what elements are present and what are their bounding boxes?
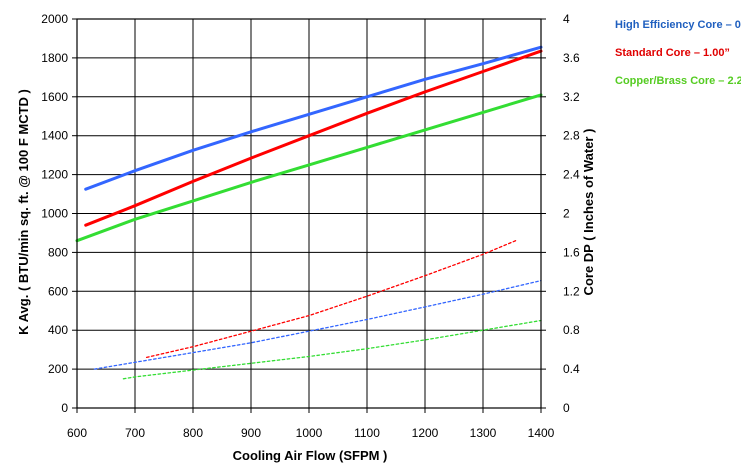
heat-transfer-line-2 [75,93,543,243]
y2-tick-label: 2.8 [563,129,580,143]
grid [76,18,542,409]
y2-tick-label: 4 [563,12,570,26]
y-tick-label: 1800 [41,51,68,65]
x-tick-label: 1300 [470,426,497,440]
x-tick-label: 1200 [412,426,439,440]
y-tick-label: 1400 [41,129,68,143]
y2-tick-label: 3.2 [563,90,580,104]
heat-transfer-line-1 [84,49,543,227]
legend-item-copper-brass: Copper/Brass Core – 2.25” [615,75,741,87]
y2-tick-label: 0.4 [563,362,580,376]
y2-tick-label: 0.8 [563,323,580,337]
y-tick-label: 600 [48,284,68,298]
x-tick-label: 800 [183,426,203,440]
y-tick-label: 200 [48,362,68,376]
y2-tick-label: 1.6 [563,245,580,259]
left-y-axis-title: K Avg. ( BTU/min sq. ft. @ 100 F MCTD ) [16,89,31,335]
y2-tick-label: 2.4 [563,168,580,182]
x-tick-label: 1000 [296,426,323,440]
right-y-axis-title: Core DP ( Inches of Water ) [581,129,596,296]
y-tick-label: 1600 [41,90,68,104]
y-tick-label: 0 [61,401,68,415]
y-tick-label: 800 [48,245,68,259]
series-layer [75,45,543,380]
legend: High Efficiency Core – 0.75” Standard Co… [615,19,741,87]
y-tick-label: 2000 [41,12,68,26]
x-tick-label: 1400 [528,426,555,440]
pressure-drop-line-4 [145,239,519,359]
x-tick-label: 1100 [354,426,380,440]
y2-tick-label: 0 [563,401,570,415]
heat-transfer-line-0 [84,45,543,191]
x-axis-title: Cooling Air Flow (SFPM ) [233,448,388,463]
y2-tick-label: 1.2 [563,284,580,298]
tick-labels: 600 700 800 900 1000 1100 1200 1300 1400 0 200 400 6… [41,12,580,440]
y-tick-label: 1200 [41,168,68,182]
x-tick-label: 900 [241,426,261,440]
axes [72,18,546,413]
x-tick-label: 700 [125,426,145,440]
pressure-drop-line-3 [93,279,542,370]
y-tick-label: 1000 [41,207,68,221]
pressure-drop-line-5 [122,319,542,380]
legend-item-high-efficiency: High Efficiency Core – 0.75” [615,19,741,31]
y2-tick-label: 2 [563,207,570,221]
x-tick-label: 600 [67,426,87,440]
y-tick-label: 400 [48,323,68,337]
legend-item-standard: Standard Core – 1.00” [615,47,730,59]
y2-tick-label: 3.6 [563,51,580,65]
